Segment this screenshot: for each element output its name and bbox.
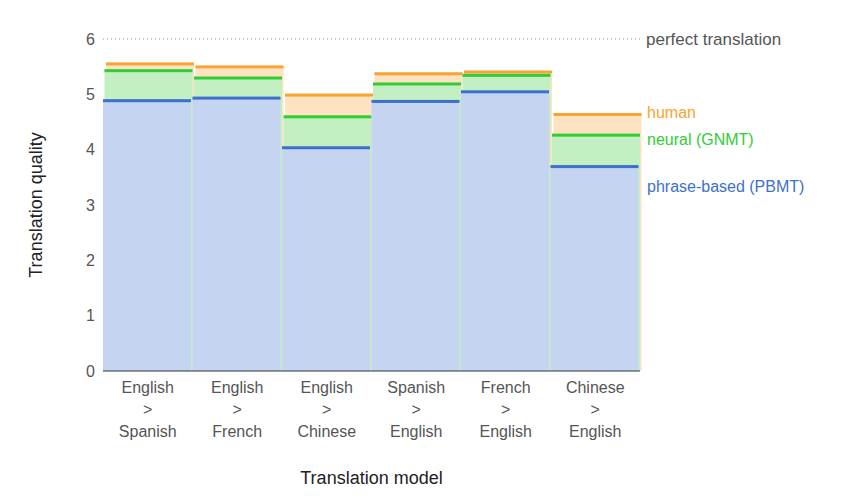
svg-text:Chinese>English: Chinese>English <box>566 379 625 440</box>
svg-text:French>English: French>English <box>480 379 532 440</box>
html-text:phrase-based (PBMT): phrase-based (PBMT) <box>647 178 805 195</box>
svg-text:English>Chinese: English>Chinese <box>297 379 356 440</box>
svg-text:6: 6 <box>86 31 95 48</box>
svg-text:perfect translation: perfect translation <box>646 30 781 49</box>
svg-text:3: 3 <box>86 197 95 214</box>
svg-text:English>French: English>French <box>211 379 263 440</box>
svg-text:1: 1 <box>86 307 95 324</box>
svg-text:English>Spanish: English>Spanish <box>119 379 177 440</box>
svg-text:4: 4 <box>86 141 95 158</box>
svg-text:0: 0 <box>86 363 95 380</box>
svg-text:5: 5 <box>86 86 95 103</box>
svg-text:Spanish>English: Spanish>English <box>387 379 445 440</box>
svg-text:Translation quality: Translation quality <box>26 132 46 277</box>
svg-text:2: 2 <box>86 252 95 269</box>
svg-text:Translation model: Translation model <box>300 468 442 488</box>
html-text:human: human <box>647 104 696 121</box>
html-text:neural (GNMT): neural (GNMT) <box>647 131 754 148</box>
